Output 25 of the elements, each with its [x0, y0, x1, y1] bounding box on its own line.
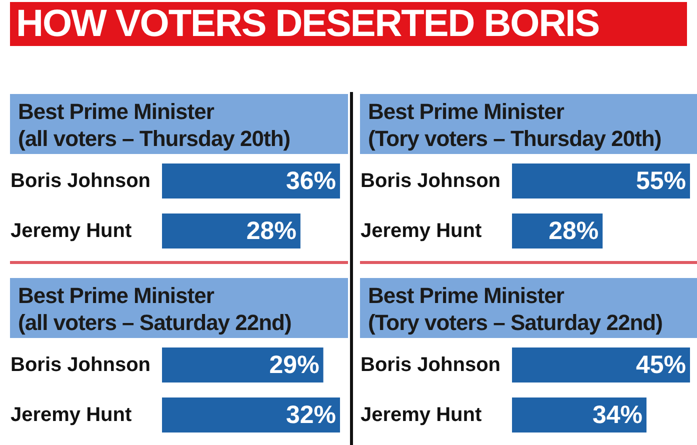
data-label: 55%: [636, 167, 686, 195]
chart-subtitle: (all voters – Thursday 20th): [18, 125, 292, 152]
text: HOW VOTERS DESERTED BORIS: [10, 2, 687, 46]
chart-subtitle: (all voters – Saturday 22nd): [18, 309, 292, 336]
y-tick-label: Boris Johnson: [360, 354, 501, 376]
chart-title: Best Prime Minister: [18, 282, 216, 309]
y-tick-label: Jeremy Hunt: [360, 404, 482, 426]
chart-subtitle: (Tory voters – Thursday 20th): [368, 125, 662, 152]
data-label: 34%: [592, 401, 642, 429]
data-label: 36%: [286, 167, 336, 195]
data-label: 29%: [269, 351, 320, 379]
data-label: 28%: [548, 217, 599, 245]
y-tick-label: Jeremy Hunt: [10, 404, 132, 426]
y-tick-label: Boris Johnson: [10, 170, 151, 192]
data-label: 45%: [636, 351, 686, 379]
data-label: 32%: [286, 401, 336, 429]
y-tick-label: Jeremy Hunt: [360, 220, 482, 242]
chart-subtitle: (Tory voters – Saturday 22nd): [368, 309, 664, 336]
y-tick-label: Jeremy Hunt: [10, 220, 132, 242]
y-tick-label: Boris Johnson: [360, 170, 501, 192]
chart-title: Best Prime Minister: [18, 98, 216, 125]
data-label: 28%: [246, 217, 296, 245]
chart-title: Best Prime Minister: [368, 282, 566, 309]
y-tick-label: Boris Johnson: [10, 354, 151, 376]
chart-title: Best Prime Minister: [368, 98, 566, 125]
